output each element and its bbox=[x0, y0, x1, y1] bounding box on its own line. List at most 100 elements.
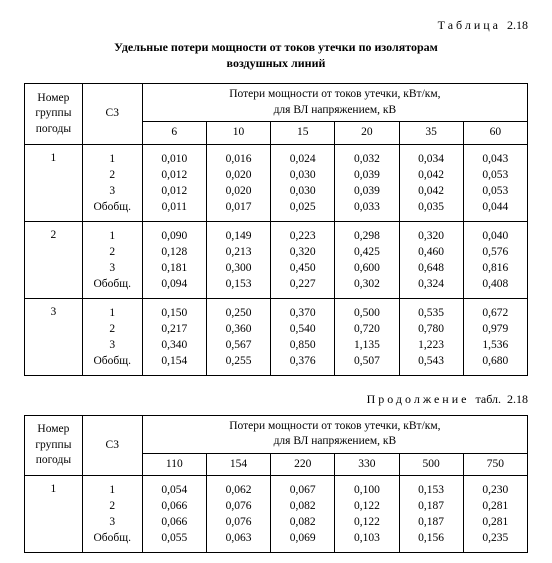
table-row: 2123Обобщ.0,0900,1280,1810,0940,1490,213… bbox=[25, 221, 528, 298]
continuation-label: Продолжение табл. 2.18 bbox=[24, 392, 528, 407]
loss-value: 0,850 bbox=[275, 337, 330, 353]
hdr-loss-2: Потери мощности от токов утечки, кВт/км,… bbox=[142, 415, 527, 453]
c3-value: Обобщ. bbox=[87, 353, 138, 369]
cell-c3: 123Обобщ. bbox=[82, 221, 142, 298]
loss-value: 0,122 bbox=[339, 514, 394, 530]
loss-value: 0,066 bbox=[147, 514, 202, 530]
cell-values: 0,0240,0300,0300,025 bbox=[271, 144, 335, 221]
loss-value: 0,082 bbox=[275, 498, 330, 514]
loss-value: 0,055 bbox=[147, 530, 202, 546]
loss-value: 0,217 bbox=[147, 321, 202, 337]
cell-values: 0,0540,0660,0660,055 bbox=[142, 476, 206, 553]
loss-value: 0,567 bbox=[211, 337, 266, 353]
loss-value: 0,053 bbox=[468, 183, 523, 199]
loss-value: 0,507 bbox=[339, 353, 394, 369]
hdr-voltage: 6 bbox=[142, 122, 206, 145]
c3-value: 3 bbox=[87, 337, 138, 353]
c3-value: 2 bbox=[87, 498, 138, 514]
loss-value: 0,076 bbox=[211, 498, 266, 514]
loss-value: 0,030 bbox=[275, 167, 330, 183]
hdr-voltage: 500 bbox=[399, 453, 463, 476]
loss-value: 0,281 bbox=[468, 514, 523, 530]
table-2-body: 1123Обобщ.0,0540,0660,0660,0550,0620,076… bbox=[25, 476, 528, 553]
loss-value: 0,034 bbox=[404, 151, 459, 167]
hdr-voltage: 154 bbox=[206, 453, 270, 476]
loss-value: 0,044 bbox=[468, 199, 523, 215]
cell-values: 0,0430,0530,0530,044 bbox=[463, 144, 527, 221]
loss-value: 0,040 bbox=[468, 228, 523, 244]
loss-value: 0,340 bbox=[147, 337, 202, 353]
loss-value: 0,042 bbox=[404, 183, 459, 199]
loss-value: 0,043 bbox=[468, 151, 523, 167]
loss-value: 0,576 bbox=[468, 244, 523, 260]
loss-value: 0,540 bbox=[275, 321, 330, 337]
cell-values: 0,2980,4250,6000,302 bbox=[335, 221, 399, 298]
loss-value: 1,223 bbox=[404, 337, 459, 353]
table-1-head: Номер группы погоды С3 Потери мощности о… bbox=[25, 84, 528, 145]
hdr-voltage: 15 bbox=[271, 122, 335, 145]
loss-value: 0,054 bbox=[147, 482, 202, 498]
hdr-c3: С3 bbox=[82, 84, 142, 145]
c3-value: Обобщ. bbox=[87, 276, 138, 292]
cell-values: 0,5000,7201,1350,507 bbox=[335, 298, 399, 375]
loss-value: 0,020 bbox=[211, 167, 266, 183]
c3-value: 1 bbox=[87, 305, 138, 321]
cell-values: 0,5350,7801,2230,543 bbox=[399, 298, 463, 375]
loss-value: 0,181 bbox=[147, 260, 202, 276]
loss-value: 0,082 bbox=[275, 514, 330, 530]
loss-value: 0,011 bbox=[147, 199, 202, 215]
loss-value: 0,010 bbox=[147, 151, 202, 167]
title-line-2: воздушных линий bbox=[227, 56, 326, 70]
cell-values: 0,1000,1220,1220,103 bbox=[335, 476, 399, 553]
loss-value: 0,100 bbox=[339, 482, 394, 498]
loss-value: 0,187 bbox=[404, 514, 459, 530]
loss-value: 0,039 bbox=[339, 183, 394, 199]
cont-number: 2.18 bbox=[507, 392, 528, 406]
loss-value: 0,255 bbox=[211, 353, 266, 369]
loss-value: 0,460 bbox=[404, 244, 459, 260]
loss-value: 0,122 bbox=[339, 498, 394, 514]
table-2-head: Номер группы погоды С3 Потери мощности о… bbox=[25, 415, 528, 476]
loss-value: 0,024 bbox=[275, 151, 330, 167]
loss-value: 0,032 bbox=[339, 151, 394, 167]
hdr-voltage: 60 bbox=[463, 122, 527, 145]
loss-value: 1,536 bbox=[468, 337, 523, 353]
loss-value: 0,094 bbox=[147, 276, 202, 292]
table-row: 1123Обобщ.0,0540,0660,0660,0550,0620,076… bbox=[25, 476, 528, 553]
loss-value: 0,320 bbox=[275, 244, 330, 260]
loss-value: 0,053 bbox=[468, 167, 523, 183]
cell-values: 0,3700,5400,8500,376 bbox=[271, 298, 335, 375]
table-row: 3123Обобщ.0,1500,2170,3400,1540,2500,360… bbox=[25, 298, 528, 375]
loss-value: 0,025 bbox=[275, 199, 330, 215]
table-number: 2.18 bbox=[507, 18, 528, 32]
loss-value: 0,042 bbox=[404, 167, 459, 183]
cell-values: 0,0620,0760,0760,063 bbox=[206, 476, 270, 553]
table-word: Таблица bbox=[438, 18, 501, 32]
c3-value: Обобщ. bbox=[87, 199, 138, 215]
loss-value: 0,069 bbox=[275, 530, 330, 546]
hdr-voltage: 35 bbox=[399, 122, 463, 145]
loss-value: 0,020 bbox=[211, 183, 266, 199]
loss-value: 0,680 bbox=[468, 353, 523, 369]
hdr-voltage: 220 bbox=[271, 453, 335, 476]
losses-table-1: Номер группы погоды С3 Потери мощности о… bbox=[24, 83, 528, 376]
loss-value: 0,535 bbox=[404, 305, 459, 321]
table-1-body: 1123Обобщ.0,0100,0120,0120,0110,0160,020… bbox=[25, 144, 528, 375]
cell-values: 0,2230,3200,4500,227 bbox=[271, 221, 335, 298]
loss-value: 0,235 bbox=[468, 530, 523, 546]
loss-value: 0,150 bbox=[147, 305, 202, 321]
loss-value: 0,063 bbox=[211, 530, 266, 546]
loss-value: 0,298 bbox=[339, 228, 394, 244]
loss-value: 0,816 bbox=[468, 260, 523, 276]
cont-word: Продолжение bbox=[367, 392, 470, 406]
c3-value: 2 bbox=[87, 321, 138, 337]
loss-value: 0,227 bbox=[275, 276, 330, 292]
cell-c3: 123Обобщ. bbox=[82, 298, 142, 375]
cell-group: 2 bbox=[25, 221, 83, 298]
loss-value: 0,076 bbox=[211, 514, 266, 530]
hdr-group-2: Номер группы погоды bbox=[25, 415, 83, 476]
loss-value: 0,012 bbox=[147, 183, 202, 199]
cell-values: 0,3200,4600,6480,324 bbox=[399, 221, 463, 298]
c3-value: 3 bbox=[87, 514, 138, 530]
loss-value: 0,320 bbox=[404, 228, 459, 244]
